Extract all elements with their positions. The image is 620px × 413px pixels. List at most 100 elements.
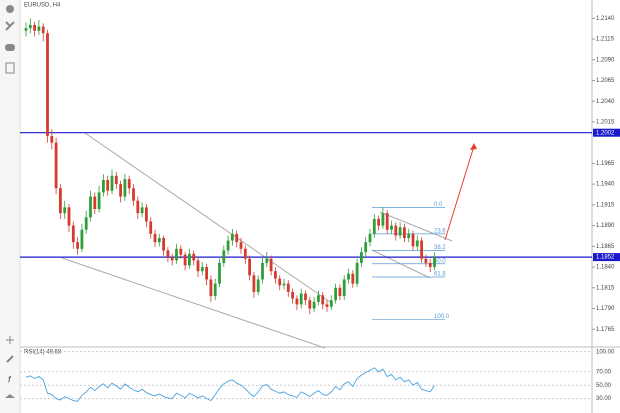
candle-body <box>428 262 432 268</box>
candle-body <box>50 136 54 143</box>
y-tick-label: 1.2015 <box>596 120 615 126</box>
candle-body <box>183 254 187 266</box>
candle-body <box>162 238 165 251</box>
tool-add[interactable] <box>5 62 15 74</box>
candle-body <box>278 278 282 286</box>
candle-body <box>157 238 161 243</box>
candle-body <box>205 267 208 280</box>
price-tag <box>593 128 620 137</box>
y-tick-label: 1.1890 <box>596 223 615 229</box>
y-tick-label: 1.2140 <box>596 16 615 22</box>
fib-label: 38.2 <box>434 245 446 251</box>
candle-body <box>360 252 363 263</box>
candle-body <box>407 233 411 239</box>
candle-body <box>123 179 127 197</box>
candle-body <box>394 225 398 236</box>
candle-body <box>415 240 419 247</box>
candle-body <box>282 283 286 286</box>
y-tick-label: 100.00 <box>596 349 615 355</box>
candle-body <box>213 283 217 297</box>
toolbar <box>0 0 20 413</box>
candle-body <box>398 227 402 236</box>
candle-body <box>127 179 131 189</box>
candle-body <box>67 207 71 226</box>
candle-body <box>166 250 170 258</box>
candle-body <box>312 301 316 309</box>
candle-body <box>218 262 221 284</box>
y-tick-label: 1.2115 <box>596 37 615 43</box>
candle-body <box>265 258 269 263</box>
candle-body <box>209 279 213 297</box>
candle-body <box>231 233 234 241</box>
candle-body <box>46 33 49 137</box>
candle-body <box>248 258 251 276</box>
tool-fx[interactable]: f <box>8 374 12 384</box>
candle-body <box>355 262 359 284</box>
price-tag <box>593 253 620 262</box>
candle-body <box>119 184 122 197</box>
y-tick-label: 1.1765 <box>596 327 615 333</box>
candle-body <box>63 207 67 214</box>
candle-body <box>377 218 380 226</box>
trendline <box>84 132 331 303</box>
candle-body <box>291 291 294 299</box>
tool-shape[interactable] <box>5 394 15 398</box>
tool-comment[interactable] <box>5 44 15 51</box>
y-tick-label: 50.00 <box>596 383 612 389</box>
y-tick-label: 1.1915 <box>596 202 615 208</box>
candle-body <box>175 248 178 261</box>
candle-body <box>149 221 153 234</box>
candle-body <box>97 192 101 209</box>
candle-body <box>321 295 325 305</box>
candle-body <box>59 188 62 214</box>
tool-pen[interactable] <box>6 355 14 363</box>
candle-body <box>299 293 303 305</box>
candle-body <box>364 242 368 253</box>
candle-body <box>80 229 84 249</box>
candle-body <box>372 218 376 234</box>
candle-body <box>84 217 88 230</box>
candle-body <box>114 175 118 185</box>
tool-draw[interactable] <box>5 21 15 31</box>
price-tag-label: 1.2002 <box>596 130 615 136</box>
forecast-arrow <box>444 145 475 241</box>
y-tick-label: 30.00 <box>596 396 612 402</box>
candle-body <box>24 28 28 31</box>
candle-body <box>102 179 105 193</box>
candle-body <box>153 233 157 243</box>
candle-body <box>239 242 243 249</box>
candle-body <box>222 250 226 263</box>
rsi-line <box>25 367 435 402</box>
candle-body <box>274 271 277 279</box>
candle-body <box>420 240 423 259</box>
candle-body <box>132 188 135 201</box>
candle-body <box>226 240 230 251</box>
y-tick-label: 70.00 <box>596 369 612 375</box>
y-tick-label: 1.1940 <box>596 182 615 188</box>
candle-body <box>37 26 41 31</box>
candle-body <box>256 279 260 292</box>
candle-body <box>89 196 92 218</box>
candle-body <box>286 283 290 292</box>
candle-body <box>106 179 110 191</box>
y-tick-label: 1.1815 <box>596 285 615 291</box>
candle-body <box>28 24 32 29</box>
candle-body <box>308 300 312 309</box>
candle-body <box>390 225 393 230</box>
candle-body <box>403 227 406 239</box>
tool-cursor[interactable] <box>6 336 14 344</box>
fib-label: 0.0 <box>434 202 443 208</box>
candle-body <box>41 26 45 34</box>
fib-label: 50.0 <box>434 258 446 264</box>
candle-body <box>76 242 79 249</box>
candle-body <box>334 287 337 301</box>
candle-body <box>381 213 385 226</box>
y-tick-label: 1.2040 <box>596 99 615 105</box>
y-tick-label: 1.1865 <box>596 244 615 250</box>
candle-body <box>192 253 196 261</box>
tool-crosshair[interactable] <box>6 5 14 13</box>
candle-body <box>54 142 58 189</box>
fib-label: 61.8 <box>434 272 446 278</box>
